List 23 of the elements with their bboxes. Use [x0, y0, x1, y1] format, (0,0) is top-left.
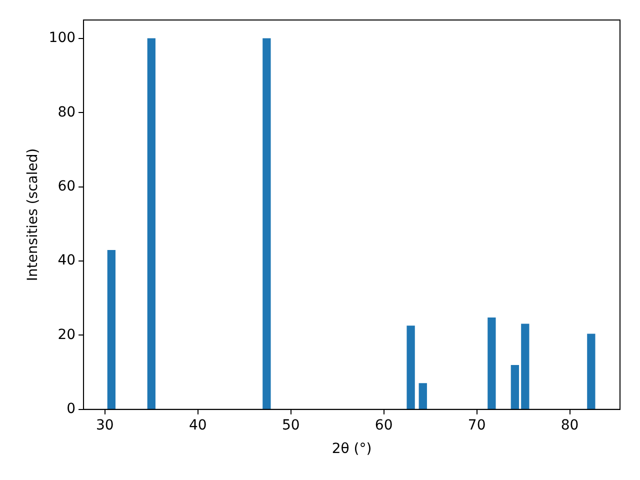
y-axis-title: Intensities (scaled) [25, 148, 42, 282]
bar [510, 364, 520, 410]
x-tick-label: 80 [560, 417, 579, 434]
x-axis-title: 2θ (°) [332, 441, 372, 458]
bar [147, 38, 156, 410]
x-tick-label: 30 [96, 417, 114, 434]
y-tick-label: 0 [66, 401, 76, 418]
bar [418, 383, 427, 410]
y-tick-label: 60 [58, 178, 76, 195]
x-tick-label: 50 [282, 417, 300, 434]
bar [521, 324, 530, 410]
x-tick-label: 70 [468, 417, 486, 434]
y-tick-label: 20 [58, 326, 76, 343]
y-tick-label: 100 [48, 30, 76, 46]
bar [587, 334, 596, 410]
y-tick-label: 80 [58, 104, 76, 120]
bar [262, 38, 271, 410]
x-tick-label: 60 [374, 417, 393, 434]
bar [107, 250, 116, 410]
y-tick-label: 40 [58, 252, 76, 269]
bar [406, 326, 415, 410]
bar [488, 317, 496, 410]
x-tick-label: 40 [188, 417, 207, 434]
